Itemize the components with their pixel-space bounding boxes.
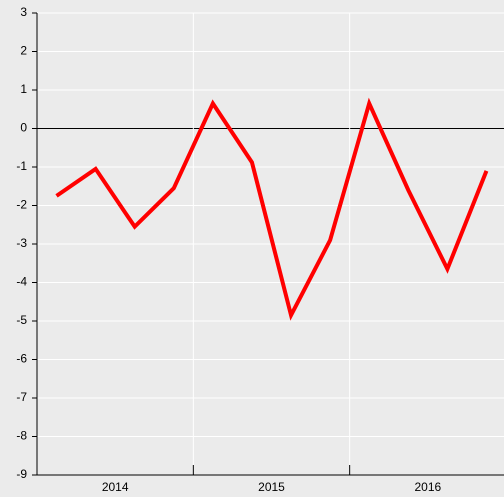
y-tick-label: -4 — [16, 275, 27, 289]
y-tick-label: 1 — [20, 82, 27, 96]
x-tick-label: 2014 — [102, 480, 129, 494]
y-tick-label: -3 — [16, 236, 27, 250]
y-tick-label: -8 — [16, 429, 27, 443]
y-tick-label: -6 — [16, 352, 27, 366]
data-line — [55, 97, 489, 321]
y-tick-label: 0 — [20, 121, 27, 135]
x-tick-label: 2015 — [258, 480, 285, 494]
y-tick-label: 2 — [20, 44, 27, 58]
x-tick-label: 2016 — [414, 480, 441, 494]
y-tick-label: 3 — [20, 5, 27, 19]
y-tick-label: -9 — [16, 467, 27, 481]
y-tick-label: -2 — [16, 198, 27, 212]
y-tick-label: -7 — [16, 390, 27, 404]
y-tick-label: -1 — [16, 159, 27, 173]
y-tick-label: -5 — [16, 313, 27, 327]
